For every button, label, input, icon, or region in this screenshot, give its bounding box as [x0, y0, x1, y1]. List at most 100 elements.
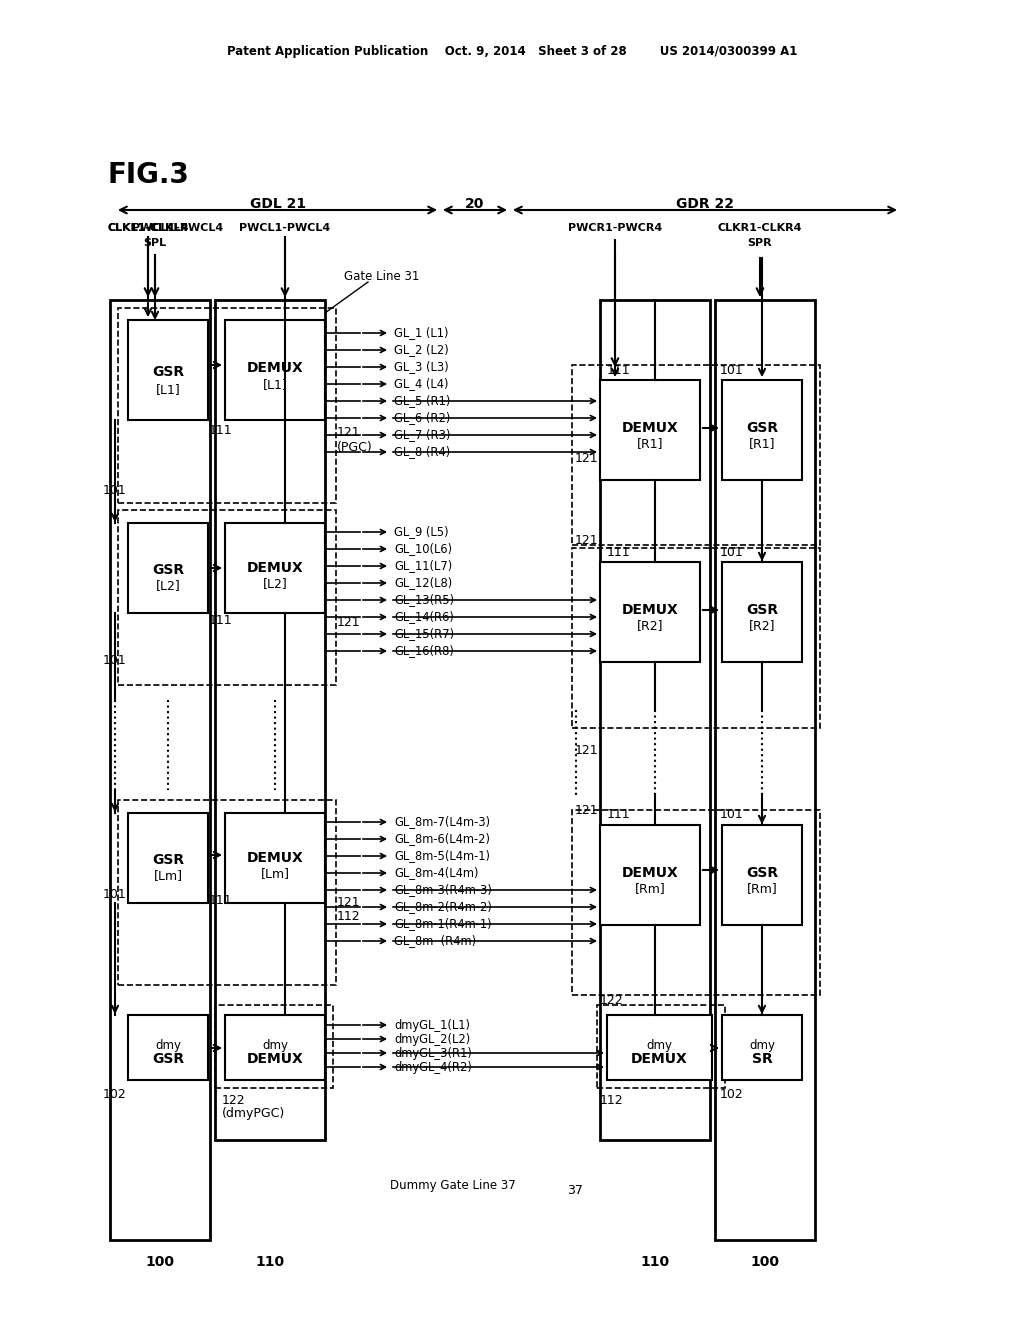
Text: 112: 112	[337, 911, 360, 924]
Text: FIG.3: FIG.3	[108, 161, 189, 189]
Text: 110: 110	[255, 1255, 285, 1269]
Text: 20: 20	[465, 197, 484, 211]
Bar	[572, 366, 820, 545]
Text: dmy: dmy	[262, 1039, 288, 1052]
Text: Gate Line 31: Gate Line 31	[344, 269, 420, 282]
Text: 37: 37	[567, 1184, 583, 1196]
Text: GL_16(R8): GL_16(R8)	[394, 644, 454, 657]
Text: GL_15(R7): GL_15(R7)	[394, 627, 454, 640]
Text: CLKR1-CLKR4: CLKR1-CLKR4	[718, 223, 802, 234]
Bar	[110, 300, 210, 1239]
Text: [Lm]: [Lm]	[260, 867, 290, 880]
Text: (dmyPGC): (dmyPGC)	[222, 1106, 286, 1119]
Text: 101: 101	[720, 363, 743, 376]
Text: dmy: dmy	[646, 1039, 672, 1052]
Text: [L2]: [L2]	[262, 578, 288, 590]
Text: 111: 111	[607, 808, 631, 821]
Text: 101: 101	[720, 808, 743, 821]
Bar	[118, 800, 336, 985]
Text: GL_13(R5): GL_13(R5)	[394, 594, 454, 606]
Bar	[600, 562, 700, 663]
Text: SPL: SPL	[143, 238, 167, 248]
Bar	[128, 319, 208, 420]
Text: 101: 101	[720, 545, 743, 558]
Text: GSR: GSR	[745, 603, 778, 616]
Text: dmyGL_4(R2): dmyGL_4(R2)	[394, 1060, 472, 1073]
Bar	[572, 810, 820, 995]
Text: GL_8m-2(R4m-2): GL_8m-2(R4m-2)	[394, 900, 492, 913]
Text: GL_10(L6): GL_10(L6)	[394, 543, 453, 556]
Text: DEMUX: DEMUX	[247, 851, 303, 865]
Text: DEMUX: DEMUX	[247, 561, 303, 576]
Text: 121: 121	[337, 615, 360, 628]
Text: [Rm]: [Rm]	[746, 883, 777, 895]
Bar	[600, 380, 700, 480]
Bar	[215, 300, 325, 1140]
Text: 111: 111	[607, 545, 631, 558]
Text: PWCL1-PWCL4: PWCL1-PWCL4	[132, 223, 223, 234]
Text: GL_5 (R1): GL_5 (R1)	[394, 395, 451, 408]
Text: GL_8 (R4): GL_8 (R4)	[394, 446, 451, 458]
Text: 111: 111	[208, 614, 231, 627]
Bar	[215, 1005, 333, 1088]
Text: [R2]: [R2]	[637, 619, 664, 632]
Text: 102: 102	[720, 1089, 743, 1101]
Text: GL_3 (L3): GL_3 (L3)	[394, 360, 449, 374]
Text: 121: 121	[337, 425, 360, 438]
Text: 102: 102	[103, 1089, 127, 1101]
Text: GL_8m-6(L4m-2): GL_8m-6(L4m-2)	[394, 833, 490, 846]
Text: GL_8m  (R4m): GL_8m (R4m)	[394, 935, 476, 948]
Text: [L1]: [L1]	[262, 379, 288, 392]
Text: 111: 111	[208, 424, 231, 437]
Text: CLKL1-CLKL4: CLKL1-CLKL4	[108, 223, 188, 234]
Text: 121: 121	[575, 451, 599, 465]
Bar	[128, 1015, 208, 1080]
Text: 112: 112	[600, 1093, 624, 1106]
Text: CLKL1-CLKL4: CLKL1-CLKL4	[108, 223, 188, 234]
Bar	[118, 510, 336, 685]
Text: (PGC): (PGC)	[337, 441, 373, 454]
Text: SPR: SPR	[748, 238, 772, 248]
Bar	[715, 300, 815, 1239]
Text: GL_12(L8): GL_12(L8)	[394, 577, 453, 590]
Text: [R2]: [R2]	[749, 619, 775, 632]
Bar	[722, 1015, 802, 1080]
Text: DEMUX: DEMUX	[622, 421, 678, 436]
Text: Patent Application Publication    Oct. 9, 2014   Sheet 3 of 28        US 2014/03: Patent Application Publication Oct. 9, 2…	[226, 45, 798, 58]
Text: GL_4 (L4): GL_4 (L4)	[394, 378, 449, 391]
Bar	[118, 308, 336, 503]
Text: [Lm]: [Lm]	[154, 870, 182, 883]
Text: 101: 101	[103, 483, 127, 496]
Text: GSR: GSR	[745, 421, 778, 436]
Text: DEMUX: DEMUX	[631, 1052, 687, 1067]
Text: GSR: GSR	[152, 1052, 184, 1067]
Text: GL_2 (L2): GL_2 (L2)	[394, 343, 449, 356]
Text: SR: SR	[752, 1052, 772, 1067]
Bar	[607, 1015, 712, 1080]
Text: GL_8m-7(L4m-3): GL_8m-7(L4m-3)	[394, 816, 490, 829]
Bar	[600, 825, 700, 925]
Text: Dummy Gate Line 37: Dummy Gate Line 37	[390, 1179, 516, 1192]
Text: 110: 110	[640, 1255, 670, 1269]
Text: DEMUX: DEMUX	[622, 866, 678, 880]
Text: PWCL1-PWCL4: PWCL1-PWCL4	[240, 223, 331, 234]
Text: GL_7 (R3): GL_7 (R3)	[394, 429, 451, 441]
Text: GL_9 (L5): GL_9 (L5)	[394, 525, 449, 539]
Text: [Rm]: [Rm]	[635, 883, 666, 895]
Text: GL_8m-5(L4m-1): GL_8m-5(L4m-1)	[394, 850, 490, 862]
Bar	[722, 380, 802, 480]
Bar	[722, 825, 802, 925]
Text: 121: 121	[337, 895, 360, 908]
Text: 100: 100	[145, 1255, 174, 1269]
Bar	[225, 523, 325, 612]
Text: GSR: GSR	[152, 366, 184, 379]
Text: GL_1 (L1): GL_1 (L1)	[394, 326, 449, 339]
Bar	[600, 300, 710, 1140]
Text: GL_8m-4(L4m): GL_8m-4(L4m)	[394, 866, 478, 879]
Text: DEMUX: DEMUX	[622, 603, 678, 616]
Text: [R1]: [R1]	[637, 437, 664, 450]
Bar	[225, 813, 325, 903]
Bar	[128, 523, 208, 612]
Text: dmyGL_2(L2): dmyGL_2(L2)	[394, 1032, 470, 1045]
Text: 121: 121	[575, 533, 599, 546]
